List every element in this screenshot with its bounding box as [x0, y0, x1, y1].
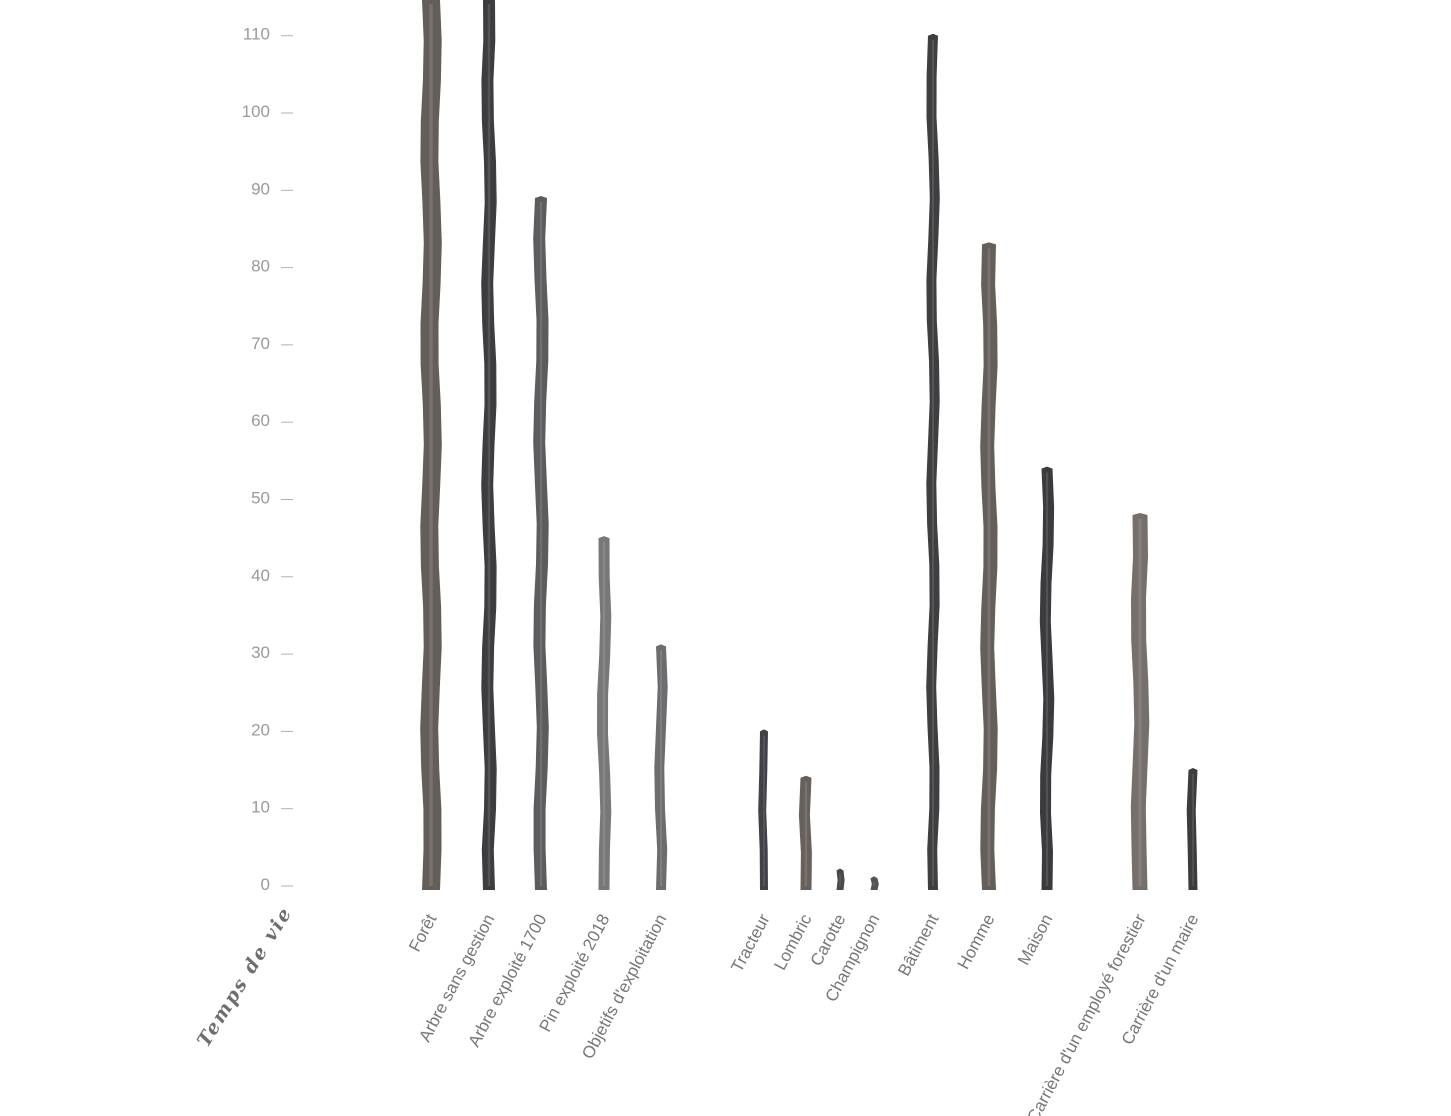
bar [533, 196, 549, 890]
category-label: Lombric [770, 911, 815, 974]
bar [420, 0, 442, 890]
bar [798, 775, 812, 890]
y-tick-label: 60 [251, 411, 270, 430]
bar [758, 729, 768, 890]
y-axis: 0 10 20 30 40 50 60 70 80 90 100 110 [242, 25, 293, 894]
y-tick-label: 0 [261, 875, 270, 894]
bar [926, 33, 940, 890]
bar [1039, 466, 1055, 890]
bar [597, 536, 612, 890]
y-tick-label: 80 [251, 257, 270, 276]
category-label: Homme [954, 911, 999, 972]
y-tick-label: 90 [251, 179, 270, 198]
category-label: Forêt [405, 911, 441, 955]
y-tick-label: 50 [251, 489, 270, 508]
y-tick-label: 10 [251, 798, 270, 817]
bar [1130, 512, 1150, 890]
y-tick-label: 20 [251, 720, 270, 739]
y-tick-label: 110 [243, 25, 270, 44]
y-tick-label: 100 [242, 102, 270, 121]
y-tick-label: 40 [251, 566, 270, 585]
category-label: Tracteur [727, 911, 773, 976]
y-tick-label: 70 [251, 334, 270, 353]
bars [420, 0, 1198, 890]
y-axis-title: Temps de vie [193, 903, 297, 1051]
bar [870, 876, 879, 890]
bar [481, 0, 497, 890]
category-label: Bâtiment [894, 911, 942, 979]
category-label: Maison [1014, 911, 1057, 968]
y-tick-label: 30 [251, 643, 270, 662]
bar [654, 644, 668, 890]
bar [1186, 768, 1198, 890]
bar [980, 242, 998, 890]
bar [836, 868, 845, 890]
